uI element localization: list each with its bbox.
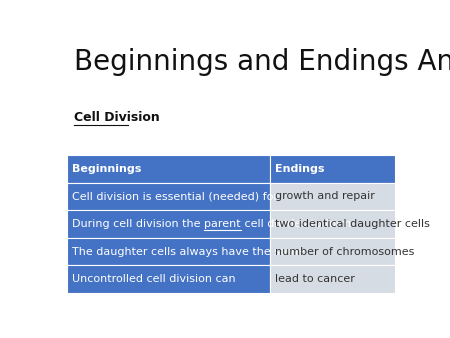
- FancyBboxPatch shape: [67, 265, 270, 293]
- FancyBboxPatch shape: [67, 183, 270, 210]
- FancyBboxPatch shape: [270, 155, 395, 183]
- Text: lead to cancer: lead to cancer: [275, 274, 355, 284]
- Text: number of chromosomes: number of chromosomes: [275, 247, 414, 257]
- Text: two identical daughter cells: two identical daughter cells: [275, 219, 430, 229]
- Text: Cell Division: Cell Division: [74, 111, 159, 124]
- Text: Uncontrolled cell division can: Uncontrolled cell division can: [72, 274, 235, 284]
- Text: parent: parent: [204, 219, 241, 229]
- FancyBboxPatch shape: [270, 183, 395, 210]
- Text: Beginnings: Beginnings: [72, 164, 141, 174]
- Text: Cell division is essential (needed) for: Cell division is essential (needed) for: [72, 191, 278, 201]
- FancyBboxPatch shape: [67, 210, 270, 238]
- FancyBboxPatch shape: [270, 210, 395, 238]
- Text: The daughter cells always have the same: The daughter cells always have the same: [72, 247, 305, 257]
- FancyBboxPatch shape: [67, 155, 270, 183]
- Text: Endings: Endings: [275, 164, 325, 174]
- Text: During cell division the: During cell division the: [72, 219, 204, 229]
- FancyBboxPatch shape: [270, 265, 395, 293]
- Text: Beginnings and Endings Answers: Beginnings and Endings Answers: [74, 48, 450, 76]
- Text: cell divides to form: cell divides to form: [241, 219, 351, 229]
- Text: growth and repair: growth and repair: [275, 191, 375, 201]
- FancyBboxPatch shape: [67, 238, 270, 265]
- FancyBboxPatch shape: [270, 238, 395, 265]
